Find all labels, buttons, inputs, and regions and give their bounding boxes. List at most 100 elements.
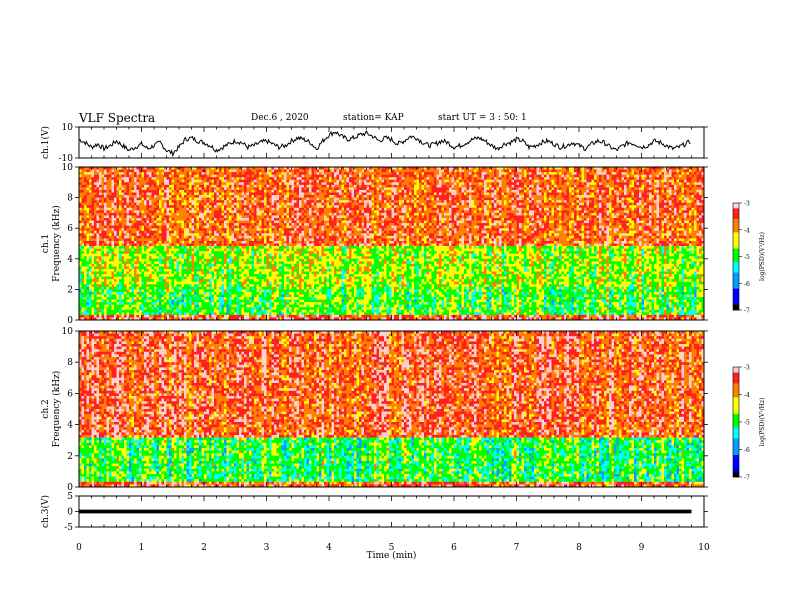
spectrogram-cell xyxy=(524,175,527,178)
spectrogram-cell xyxy=(192,172,195,175)
spectrogram-cell xyxy=(277,175,280,178)
spectrogram-cell xyxy=(139,172,142,175)
spectrogram-cell xyxy=(289,170,292,173)
spectrogram-cell xyxy=(514,175,517,178)
spectrogram-cell xyxy=(334,172,337,175)
spectrogram-cell xyxy=(589,175,592,178)
spectrogram-cell xyxy=(684,172,687,175)
spectrogram-cell xyxy=(687,175,690,178)
spectrogram-cell xyxy=(232,172,235,175)
spectrogram-cell xyxy=(132,175,135,178)
spectrogram-cell xyxy=(319,175,322,178)
spectrogram-cells xyxy=(79,167,704,320)
spectrogram-cell xyxy=(642,172,645,175)
spectrogram-cell xyxy=(367,172,370,175)
spectrogram-cell xyxy=(607,170,610,173)
spectrogram-cell xyxy=(237,175,240,178)
spectrogram-cell xyxy=(177,177,180,180)
spectrogram-cell xyxy=(214,175,217,178)
spectrogram-cell xyxy=(279,175,282,178)
spectrogram-cell xyxy=(254,172,257,175)
spectrogram-cell xyxy=(92,177,95,180)
spectrogram-cell xyxy=(339,170,342,173)
spectrogram-cell xyxy=(84,177,87,180)
spectrogram-cell xyxy=(304,172,307,175)
spectrogram-cell xyxy=(302,170,305,173)
spectrogram-cell xyxy=(207,170,210,173)
spectrogram-cell xyxy=(117,170,120,173)
spectrogram-cell xyxy=(662,175,665,178)
spectrogram-cell xyxy=(529,175,532,178)
spectrogram-cell xyxy=(417,175,420,178)
spectrogram-cell xyxy=(547,172,550,175)
spectrogram-cell xyxy=(119,177,122,180)
spectrogram-cell xyxy=(519,172,522,175)
spectrogram-cell xyxy=(224,170,227,173)
spectrogram-cell xyxy=(147,175,150,178)
spectrogram-cell xyxy=(514,172,517,175)
ch1-waveform-panel: 10-10ch.1(V) xyxy=(40,123,708,164)
spectrogram-cell xyxy=(402,175,405,178)
spectrogram-cell xyxy=(184,170,187,173)
spectrogram-cell xyxy=(474,170,477,173)
spectrogram-cell xyxy=(102,175,105,178)
spectrogram-cell xyxy=(274,170,277,173)
spectrogram-cell xyxy=(277,170,280,173)
spectrogram-cell xyxy=(592,175,595,178)
spectrogram-cell xyxy=(119,170,122,173)
spectrogram-cell xyxy=(417,172,420,175)
spectrogram-cell xyxy=(299,175,302,178)
spectrogram-cell xyxy=(457,175,460,178)
spectrogram-cell xyxy=(137,177,140,180)
spectrogram-cell xyxy=(209,170,212,173)
spectrogram-cell xyxy=(512,170,515,173)
spectrogram-cell xyxy=(584,175,587,178)
spectrogram-cell xyxy=(572,172,575,175)
spectrogram-cell xyxy=(207,175,210,178)
spectrogram-cell xyxy=(169,170,172,173)
spectrogram-cell xyxy=(114,177,117,180)
spectrogram-cell xyxy=(249,170,252,173)
spectrogram-cell xyxy=(392,170,395,173)
spectrogram-cell xyxy=(469,175,472,178)
spectrogram-cell xyxy=(614,175,617,178)
spectrogram-cell xyxy=(462,172,465,175)
spectrogram-cell xyxy=(509,172,512,175)
spectrogram-cell xyxy=(147,172,150,175)
spectrogram-cell xyxy=(87,172,90,175)
spectrogram-cell xyxy=(344,175,347,178)
spectrogram-cell xyxy=(249,172,252,175)
spectrogram-cell xyxy=(157,175,160,178)
spectrogram-cell xyxy=(244,170,247,173)
spectrogram-cell xyxy=(619,172,622,175)
spectrogram-cell xyxy=(199,177,202,180)
spectrogram-cell xyxy=(542,170,545,173)
spectrogram-cell xyxy=(689,170,692,173)
spectrogram-cell xyxy=(309,175,312,178)
spectrogram-cell xyxy=(104,170,107,173)
spectrogram-cell xyxy=(659,170,662,173)
spectrogram-cell xyxy=(484,175,487,178)
spectrogram-cell xyxy=(434,170,437,173)
spectrogram-cell xyxy=(644,172,647,175)
spectrogram-cell xyxy=(472,172,475,175)
spectrogram-cell xyxy=(494,172,497,175)
spectrogram-cell xyxy=(519,170,522,173)
spectrogram-cell xyxy=(117,172,120,175)
spectrogram-cell xyxy=(347,172,350,175)
spectrogram-cell xyxy=(179,172,182,175)
spectrogram-cell xyxy=(154,172,157,175)
spectrogram-cell xyxy=(162,177,165,180)
spectrogram-cell xyxy=(82,170,85,173)
spectrogram-cell xyxy=(519,175,522,178)
spectrogram-cell xyxy=(464,175,467,178)
spectrogram-cell xyxy=(252,170,255,173)
spectrogram-cell xyxy=(304,175,307,178)
spectrogram-cell xyxy=(279,172,282,175)
spectrogram-cell xyxy=(484,172,487,175)
spectrogram-cell xyxy=(82,172,85,175)
spectrogram-cell xyxy=(387,170,390,173)
spectrogram-cell xyxy=(432,170,435,173)
spectrogram-cell xyxy=(327,175,330,178)
spectrogram-cell xyxy=(182,175,185,178)
